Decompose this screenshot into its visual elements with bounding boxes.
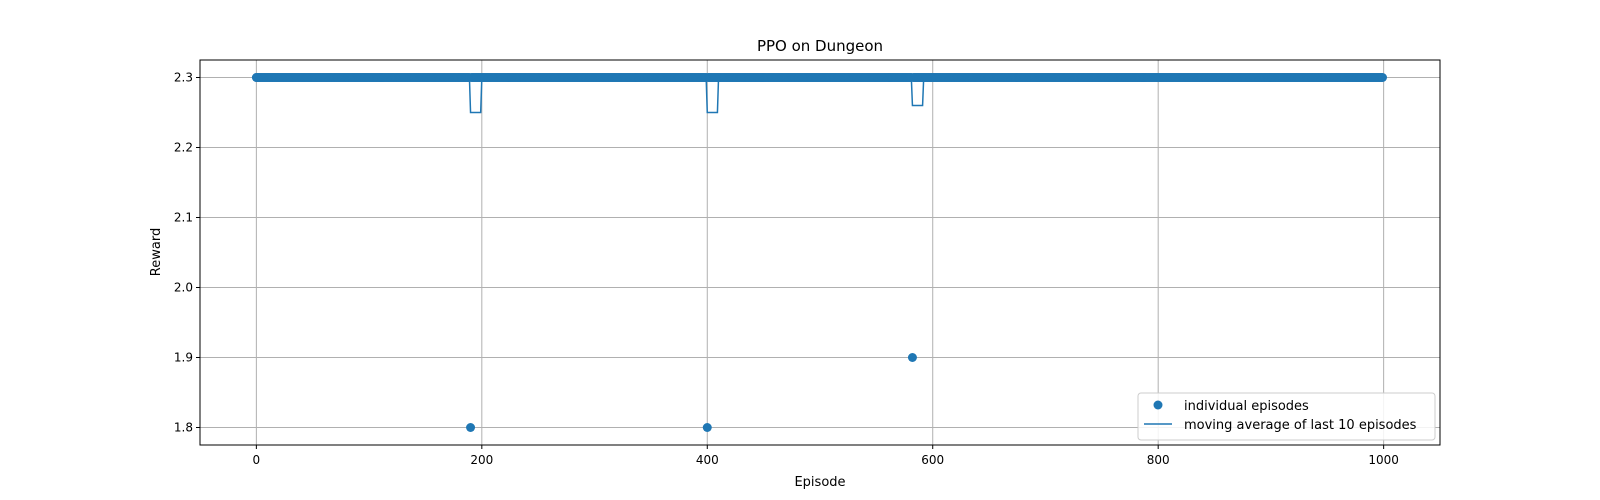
x-axis-label: Episode — [794, 475, 845, 490]
y-axis-label: Reward — [149, 228, 164, 276]
x-tick-label: 0 — [253, 453, 261, 467]
y-tick-label: 1.8 — [174, 421, 193, 435]
axis-ticks: 0 200 400 600 800 1000 1.8 1.9 2.0 2.1 2.2 2.3 — [174, 71, 1399, 468]
legend-box — [1137, 392, 1436, 441]
x-tick-label: 200 — [470, 453, 493, 467]
x-tick-label: 1000 — [1368, 453, 1399, 467]
legend-label-points: individual episodes — [1184, 399, 1309, 414]
episode-point — [702, 423, 712, 432]
legend: individual episodes moving average of la… — [1137, 392, 1436, 441]
episode-point — [466, 423, 476, 432]
chart-title: PPO on Dungeon — [757, 37, 883, 55]
plot-background — [200, 60, 1440, 445]
x-tick-label: 400 — [696, 453, 719, 467]
legend-marker-points — [1153, 400, 1163, 410]
x-tick-label: 800 — [1147, 453, 1170, 467]
x-tick-label: 600 — [921, 453, 944, 467]
y-tick-label: 2.1 — [174, 211, 193, 225]
episode-point — [907, 353, 917, 362]
legend-label-line: moving average of last 10 episodes — [1184, 418, 1417, 433]
y-tick-label: 2.3 — [174, 71, 193, 85]
plot-frame — [199, 59, 1441, 446]
episode-point — [1378, 73, 1388, 82]
y-tick-label: 1.9 — [174, 351, 193, 365]
y-tick-label: 2.0 — [174, 281, 193, 295]
episode-points-layer — [251, 73, 1388, 432]
y-tick-label: 2.2 — [174, 141, 193, 155]
